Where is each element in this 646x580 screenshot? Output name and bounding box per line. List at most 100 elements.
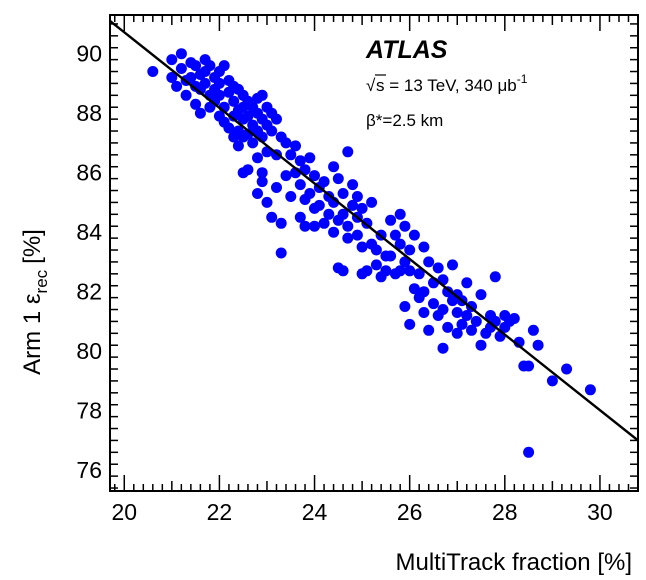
data-point bbox=[351, 191, 363, 202]
plot-frame bbox=[109, 14, 639, 492]
data-point bbox=[404, 265, 416, 277]
data-point bbox=[351, 229, 363, 241]
data-point bbox=[275, 217, 287, 229]
y-axis-title-sub: rec bbox=[32, 269, 51, 293]
data-point bbox=[285, 191, 297, 202]
data-point bbox=[304, 188, 316, 199]
data-point bbox=[194, 107, 206, 119]
data-point bbox=[285, 149, 297, 161]
x-tick-label: 20 bbox=[111, 499, 137, 525]
data-point bbox=[337, 188, 349, 199]
data-point bbox=[166, 54, 178, 66]
data-point bbox=[356, 241, 368, 253]
data-point bbox=[290, 140, 301, 152]
x-axis-title: MultiTrack fraction [%] bbox=[396, 549, 633, 576]
data-point bbox=[294, 179, 306, 191]
x-tick-label: 24 bbox=[302, 499, 328, 525]
energy-sup: -1 bbox=[517, 72, 528, 86]
data-point bbox=[423, 324, 435, 336]
data-point bbox=[399, 220, 411, 232]
data-point bbox=[171, 80, 183, 92]
data-point bbox=[523, 360, 535, 372]
y-tick-label: 88 bbox=[76, 100, 102, 126]
data-point bbox=[199, 77, 211, 89]
data-point bbox=[385, 214, 397, 226]
data-point bbox=[280, 137, 292, 149]
data-point bbox=[532, 339, 544, 351]
data-point bbox=[389, 229, 401, 241]
data-point bbox=[175, 63, 187, 74]
data-point bbox=[318, 217, 330, 229]
data-point bbox=[418, 286, 430, 298]
data-point bbox=[294, 155, 306, 167]
data-point bbox=[256, 89, 268, 101]
data-point bbox=[447, 259, 458, 271]
data-point bbox=[451, 307, 463, 318]
data-point bbox=[466, 324, 477, 336]
data-point bbox=[399, 301, 411, 312]
data-point bbox=[470, 315, 482, 327]
data-point bbox=[461, 277, 473, 289]
data-point bbox=[418, 241, 430, 253]
data-point bbox=[271, 113, 282, 125]
data-point bbox=[332, 173, 344, 185]
data-point bbox=[342, 232, 354, 244]
data-point bbox=[309, 220, 320, 232]
data-point bbox=[218, 60, 230, 72]
y-tick-label: 80 bbox=[76, 338, 102, 364]
data-point bbox=[242, 164, 254, 176]
data-point bbox=[342, 146, 354, 158]
y-axis-title: Arm 1 εrec [%] bbox=[19, 229, 51, 375]
energy-text: s = 13 TeV, 340 μb bbox=[376, 76, 517, 95]
data-point bbox=[475, 289, 487, 301]
data-point bbox=[232, 140, 244, 152]
beta-label: β*=2.5 km bbox=[366, 111, 443, 130]
data-point bbox=[318, 176, 330, 188]
y-axis-title-main: Arm 1 ε bbox=[19, 293, 46, 375]
y-tick-label: 86 bbox=[76, 160, 102, 186]
data-point bbox=[261, 196, 273, 208]
data-point bbox=[361, 265, 373, 277]
data-point bbox=[428, 298, 439, 310]
data-point bbox=[180, 89, 192, 101]
data-point bbox=[385, 250, 397, 262]
data-point bbox=[404, 318, 416, 330]
data-point bbox=[256, 167, 268, 179]
x-tick-label: 22 bbox=[207, 499, 233, 525]
data-point bbox=[408, 283, 420, 295]
data-point bbox=[213, 89, 225, 101]
data-point bbox=[394, 238, 406, 250]
data-point bbox=[252, 152, 263, 164]
data-point bbox=[408, 229, 420, 241]
data-point bbox=[366, 196, 378, 208]
data-point bbox=[280, 170, 292, 182]
data-point bbox=[252, 188, 263, 199]
data-point bbox=[413, 268, 425, 280]
data-point bbox=[475, 339, 487, 351]
energy-annotation: √ s = 13 TeV, 340 μb-1 bbox=[366, 72, 528, 95]
data-point bbox=[347, 199, 359, 211]
data-point bbox=[147, 66, 159, 77]
y-axis-title-unit: [%] bbox=[19, 229, 46, 264]
data-point bbox=[266, 211, 278, 223]
data-point bbox=[437, 342, 449, 354]
data-point bbox=[309, 170, 320, 182]
data-point bbox=[508, 313, 520, 324]
data-point bbox=[546, 375, 558, 387]
data-point bbox=[337, 265, 349, 277]
data-point bbox=[527, 324, 539, 336]
data-point bbox=[242, 110, 254, 122]
fit-line bbox=[109, 20, 639, 442]
energy-label: s = 13 TeV, 340 μb-1 bbox=[376, 72, 528, 95]
data-point bbox=[404, 244, 416, 256]
data-point bbox=[442, 321, 454, 333]
data-point bbox=[294, 211, 306, 223]
data-point bbox=[451, 327, 463, 339]
data-point bbox=[399, 256, 411, 268]
data-point bbox=[432, 262, 444, 274]
data-point bbox=[523, 446, 535, 458]
data-point bbox=[489, 271, 501, 283]
y-tick-label: 84 bbox=[76, 219, 102, 245]
data-point bbox=[271, 182, 282, 193]
